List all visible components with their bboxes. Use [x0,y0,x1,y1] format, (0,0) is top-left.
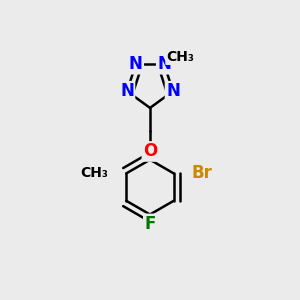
Text: N: N [120,82,134,100]
Text: O: O [143,142,157,160]
Text: N: N [157,55,171,73]
Text: N: N [129,55,143,73]
Text: Br: Br [191,164,212,182]
Text: F: F [144,215,156,233]
Text: CH₃: CH₃ [80,167,108,180]
Text: N: N [166,82,180,100]
Text: CH₃: CH₃ [167,50,194,64]
